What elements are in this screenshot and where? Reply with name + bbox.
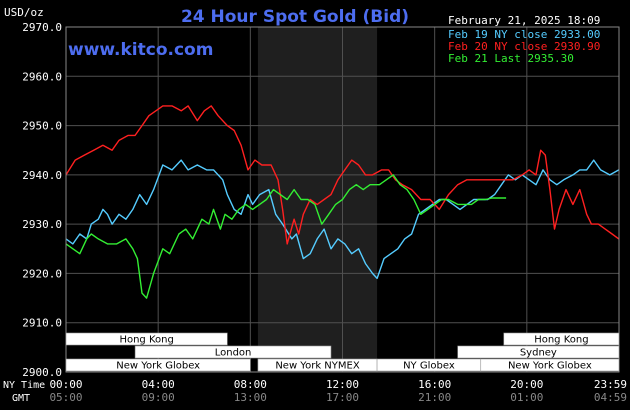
- legend-item-feb19: Feb 19 NY close 2933.00: [448, 28, 600, 41]
- x-tick-label-ny: 20:00: [510, 378, 543, 391]
- session-label: New York NYMEX: [275, 361, 360, 372]
- site-watermark: www.kitco.com: [68, 40, 213, 60]
- legend-item-feb20: Feb 20 NY close 2930.90: [448, 40, 600, 53]
- plot-frame: [65, 26, 620, 373]
- nymex-shaded-region: [257, 27, 378, 372]
- x-tick-label-gmt: 09:00: [142, 391, 175, 404]
- y-tick-label: 2930.0: [22, 218, 62, 231]
- x-tick-label-gmt: 17:00: [326, 391, 359, 404]
- session-box: [134, 345, 332, 359]
- x-tick-label-ny: 12:00: [326, 378, 359, 391]
- series-lines: [65, 105, 620, 299]
- y-tick-label: 2910.0: [22, 317, 62, 330]
- unit-label: USD/oz: [4, 6, 44, 19]
- session-box: [503, 332, 620, 346]
- session-label: Hong Kong: [534, 335, 588, 346]
- x-tick-label-gmt: 04:59: [594, 391, 627, 404]
- x-tick-label-ny: 04:00: [142, 378, 175, 391]
- session-label: New York Globex: [116, 361, 200, 372]
- y-tick-label: 2940.0: [22, 169, 62, 182]
- nymex-shade: [257, 27, 378, 372]
- session-label: Sydney: [520, 348, 557, 359]
- y-tick-label: 2900.0: [22, 366, 62, 379]
- x-tick-label-gmt: 05:00: [49, 391, 82, 404]
- session-label: London: [215, 348, 252, 359]
- x-tick-label-ny: 16:00: [418, 378, 451, 391]
- session-label: NY Globex: [403, 361, 455, 372]
- x-tick-label-gmt: 01:00: [510, 391, 543, 404]
- chart-title: 24 Hour Spot Gold (Bid): [181, 7, 409, 27]
- session-label: New York Globex: [508, 361, 592, 372]
- y-tick-label: 2970.0: [22, 21, 62, 34]
- y-tick-label: 2950.0: [22, 120, 62, 133]
- series-line-1: [65, 105, 620, 245]
- session-box: [65, 358, 251, 372]
- x-tick-label-ny: 00:00: [49, 378, 82, 391]
- gmt-label: GMT: [12, 393, 30, 404]
- session-box: [65, 332, 228, 346]
- y-axis: 2970.0 2960.0 2950.0 2940.0 2930.0 2920.0 2910…: [22, 21, 62, 379]
- x-tick-label-ny: 23:59: [594, 378, 627, 391]
- session-box: [480, 358, 620, 372]
- y-tick-label: 2920.0: [22, 267, 62, 280]
- x-tick-label-gmt: 13:00: [234, 391, 267, 404]
- market-sessions: Hong Kong Hong Kong London Sydney New York G…: [65, 332, 620, 372]
- y-tick-label: 2960.0: [22, 70, 62, 83]
- session-box: [457, 345, 620, 359]
- ny-time-label: NY Time: [3, 380, 45, 391]
- series-line-2: [65, 174, 507, 299]
- x-tick-label-ny: 08:00: [234, 378, 267, 391]
- legend-item-feb21: Feb 21 Last 2935.30: [448, 52, 574, 65]
- x-tick-label-gmt: 21:00: [418, 391, 451, 404]
- legend: Feb 19 NY close 2933.00 Feb 20 NY close …: [448, 28, 600, 65]
- session-label: Hong Kong: [119, 335, 173, 346]
- chart-timestamp: February 21, 2025 18:09: [448, 14, 600, 27]
